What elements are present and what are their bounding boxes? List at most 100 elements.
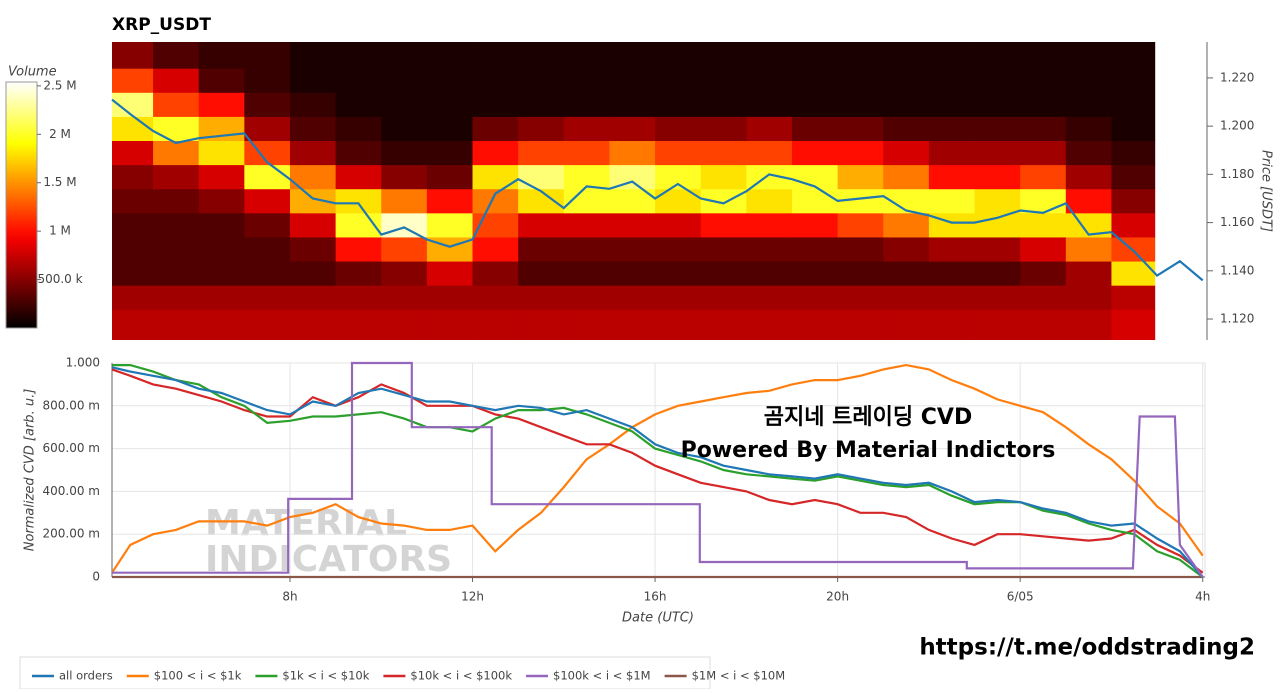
heatmap-cell (518, 212, 565, 238)
heatmap-cell (746, 188, 793, 214)
heatmap-cell (518, 164, 565, 190)
heatmap-cell (655, 140, 702, 166)
heatmap-cell (655, 164, 702, 190)
heatmap-cell (335, 309, 382, 340)
heatmap-cell (928, 188, 975, 214)
legend-label: $1k < i < $10k (282, 669, 369, 683)
heatmap-cell (609, 237, 656, 262)
heatmap-cell (1065, 116, 1112, 142)
heatmap-cell (974, 285, 1021, 310)
heatmap-cell (1020, 237, 1067, 262)
heatmap-cell (244, 188, 291, 214)
heatmap-cell (335, 261, 382, 286)
heatmap-cell (974, 164, 1021, 190)
heatmap-cell (609, 42, 656, 69)
heatmap-cell (335, 42, 382, 69)
heatmap-cell (563, 164, 610, 190)
heatmap-cell (244, 42, 291, 69)
heatmap-cell (1111, 309, 1156, 340)
heatmap-cell (791, 42, 839, 69)
heatmap-cell (1020, 212, 1067, 238)
watermark: MATERIAL (205, 503, 407, 544)
heatmap-cell (837, 164, 884, 190)
y-tick-label: 1.000 (66, 356, 100, 370)
heatmap-cell (244, 212, 291, 238)
watermark: INDICATORS (205, 539, 452, 580)
heatmap-cell (655, 188, 702, 214)
heatmap-cell (746, 212, 793, 238)
heatmap-cell (655, 116, 702, 142)
heatmap-cell (153, 285, 200, 310)
y-tick-label: 0 (92, 570, 100, 584)
heatmap-cell (381, 116, 428, 142)
heatmap-cell (153, 92, 200, 117)
heatmap-cell (472, 140, 519, 166)
link[interactable]: https://t.me/oddstrading2 (919, 635, 1255, 661)
heatmap-cell (746, 68, 793, 93)
heatmap-cell (153, 212, 200, 238)
heatmap-cell (518, 42, 565, 69)
x-tick-label: 20h (826, 590, 849, 604)
heatmap-cell (837, 309, 884, 340)
heatmap-cell (426, 285, 473, 310)
heatmap-cell (289, 285, 337, 310)
heatmap-cell (928, 261, 975, 286)
heatmap-cell (472, 116, 519, 142)
y2-tick-label: 1.220 (1220, 70, 1254, 84)
heatmap-cell (381, 164, 428, 190)
heatmap-cell (883, 42, 930, 69)
heatmap-cell (472, 237, 519, 262)
heatmap-cell (112, 68, 154, 93)
legend-label: all orders (59, 669, 113, 683)
heatmap-cell (381, 188, 428, 214)
heatmap-cell (289, 68, 337, 93)
heatmap-cell (198, 188, 245, 214)
heatmap-cell (472, 92, 519, 117)
heatmap-cell (381, 237, 428, 262)
heatmap-cell (609, 92, 656, 117)
y-tick-label: 400.00 m (43, 484, 101, 498)
heatmap-cell (381, 68, 428, 93)
heatmap-cell (883, 285, 930, 310)
heatmap-cell (883, 164, 930, 190)
heatmap-cell (700, 237, 747, 262)
heatmap-cell (609, 285, 656, 310)
heatmap-cell (289, 92, 337, 117)
heatmap-cell (426, 68, 473, 93)
heatmap-cell (746, 237, 793, 262)
heatmap-cell (791, 92, 839, 117)
heatmap-cell (609, 212, 656, 238)
heatmap-cell (335, 188, 382, 214)
heatmap-cell (198, 261, 245, 286)
heatmap-cell (791, 164, 839, 190)
heatmap-cell (153, 116, 200, 142)
legend-box (19, 656, 711, 690)
heatmap-cell (655, 68, 702, 93)
heatmap-cell (928, 42, 975, 69)
heatmap-cell (518, 68, 565, 93)
heatmap-cell (153, 237, 200, 262)
heatmap-cell (289, 140, 337, 166)
heatmap-cell (381, 140, 428, 166)
heatmap-cell (112, 309, 154, 340)
heatmap-cell (974, 92, 1021, 117)
heatmap-cell (1020, 42, 1067, 69)
heatmap-cell (1111, 92, 1156, 117)
heatmap-cell (700, 42, 747, 69)
heatmap-cell (837, 116, 884, 142)
heatmap-cell (426, 92, 473, 117)
heatmap-cell (928, 68, 975, 93)
heatmap-cell (289, 116, 337, 142)
heatmap-cell (563, 140, 610, 166)
y-tick-label: 600.00 m (43, 441, 101, 455)
heatmap-cell (153, 42, 200, 69)
heatmap-cell (112, 116, 154, 142)
heatmap-cell (655, 212, 702, 238)
heatmap-cell (700, 309, 747, 340)
heatmap-cell (655, 42, 702, 69)
y2-tick-label: 1.120 (1220, 312, 1254, 326)
heatmap-cell (700, 285, 747, 310)
colorbar-tick-label: 1.5 M (43, 175, 76, 189)
heatmap-cell (883, 212, 930, 238)
